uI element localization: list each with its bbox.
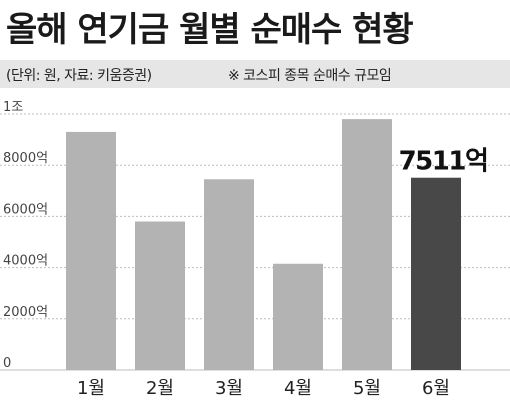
bar-6 — [411, 177, 461, 370]
x-tick-label: 2월 — [146, 378, 174, 399]
subtitle-band: (단위: 원, 자료: 키움증권) ※ 코스피 종목 순매수 규모임 — [0, 60, 510, 88]
x-tick-label: 6월 — [422, 378, 450, 399]
data-labels: 7511억 — [399, 147, 489, 177]
x-axis-ticks: 1월 2월 3월 4월 5월 6월 — [77, 378, 450, 399]
x-tick-label: 4월 — [284, 378, 312, 399]
data-label: 7511억 — [399, 147, 488, 177]
y-tick-label: 2000억 — [3, 305, 48, 320]
y-tick-label: 4000억 — [3, 254, 48, 269]
bars — [66, 119, 461, 371]
bar-4 — [273, 263, 323, 370]
y-axis-ticks: 0 2000억 4000억 6000억 8000억 1조 — [3, 100, 48, 371]
y-tick-label: 8000억 — [3, 151, 48, 166]
y-tick-label: 6000억 — [3, 202, 48, 217]
bar-3 — [204, 179, 254, 370]
bar-5 — [342, 119, 392, 371]
bar-chart: 0 2000억 4000억 6000억 8000억 1조 1월 2월 3월 4월 5월 6월 751… — [0, 100, 510, 399]
chart-title: 올해 연기금 월별 순매수 현황 — [6, 10, 414, 50]
y-tick-label: 1조 — [3, 100, 23, 115]
footnote: ※ 코스피 종목 순매수 규모임 — [228, 68, 392, 84]
x-tick-label: 1월 — [77, 378, 105, 399]
x-tick-label: 3월 — [215, 378, 243, 399]
bar-1 — [66, 131, 116, 370]
y-tick-label: 0 — [3, 356, 11, 371]
source-note: (단위: 원, 자료: 키움증권) — [6, 68, 152, 84]
x-tick-label: 5월 — [353, 378, 381, 399]
bar-2 — [135, 221, 185, 370]
